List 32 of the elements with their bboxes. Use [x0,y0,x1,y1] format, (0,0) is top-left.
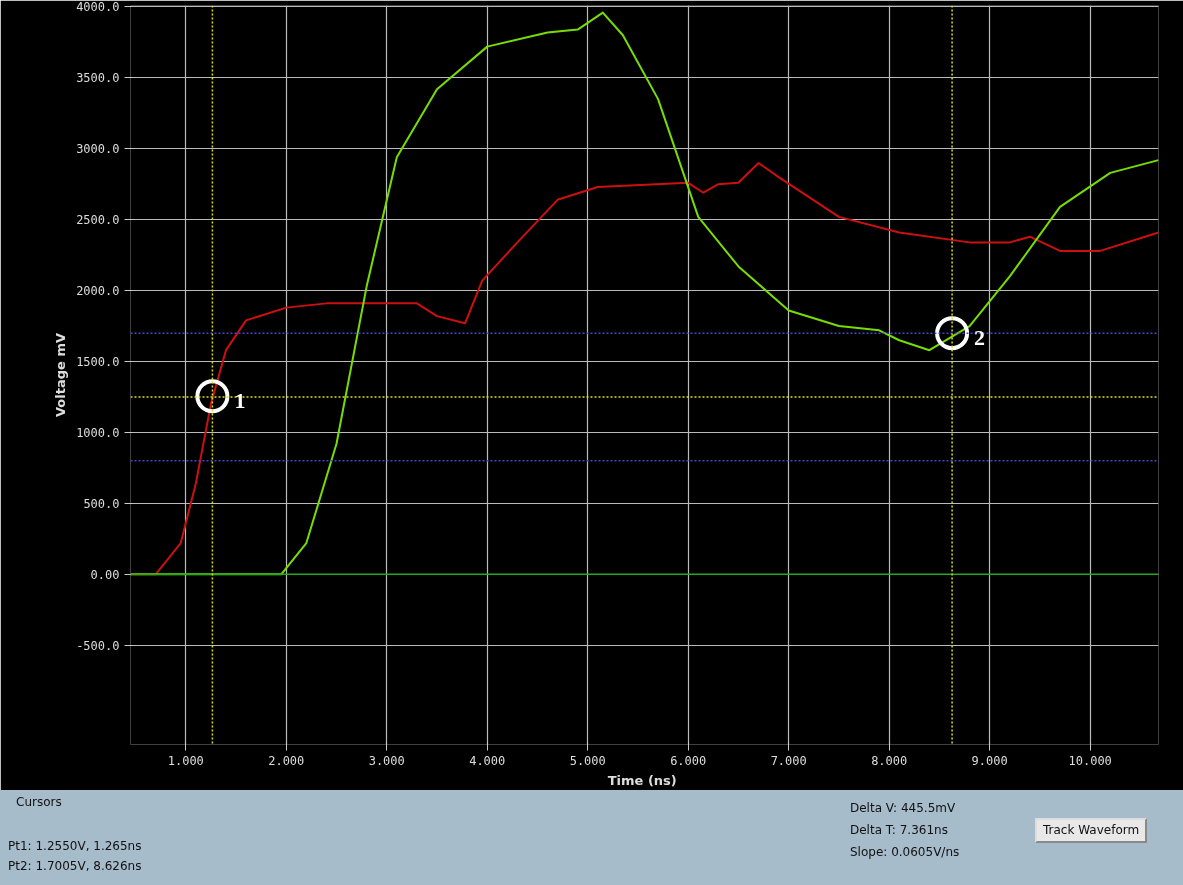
text: Delta T: 7.361ns [850,822,948,839]
y-tick-label: 2500.0 [76,213,120,228]
x-tick-label: 3.000 [368,753,405,768]
text: Pt1: 1.2550V, 1.265ns [8,838,142,855]
line-series [130,11,1159,576]
y-tick-label: 3000.0 [76,142,120,157]
x-tick-label: 9.000 [971,753,1008,768]
y-tick-label: 0.00 [90,567,120,582]
y-tick-label: 1000.0 [76,425,120,440]
y-tick-label: 1500.0 [76,355,120,370]
x-tick-label: 8.000 [871,753,908,768]
x-tick-label: 10.000 [1068,753,1112,768]
text: Delta V: 445.5mV [850,800,956,817]
annotation: 1 [234,388,246,414]
text: Cursors [16,794,62,811]
x-tick-label: 7.000 [770,753,807,768]
text: Slope: 0.0605V/ns [850,844,960,861]
x-tick-label: 4.000 [469,753,506,768]
x-tick-label: 1.000 [167,753,204,768]
y-tick-label: -500.0 [76,638,120,653]
y-axis-title: Voltage mV [53,333,69,417]
text: Pt2: 1.7005V, 8.626ns [8,858,142,875]
y-tick-label: 500.0 [83,496,120,511]
y-tick-label: 4000.0 [76,0,120,15]
x-axis-title: Time (ns) [607,772,677,788]
text: Track Waveform [1035,818,1148,844]
y-tick-label: 3500.0 [76,71,120,86]
x-tick-label: 5.000 [569,753,606,768]
x-tick-label: 2.000 [268,753,305,768]
annotation: 2 [974,325,986,351]
y-tick-label: 2000.0 [76,284,120,299]
x-tick-label: 6.000 [670,753,707,768]
